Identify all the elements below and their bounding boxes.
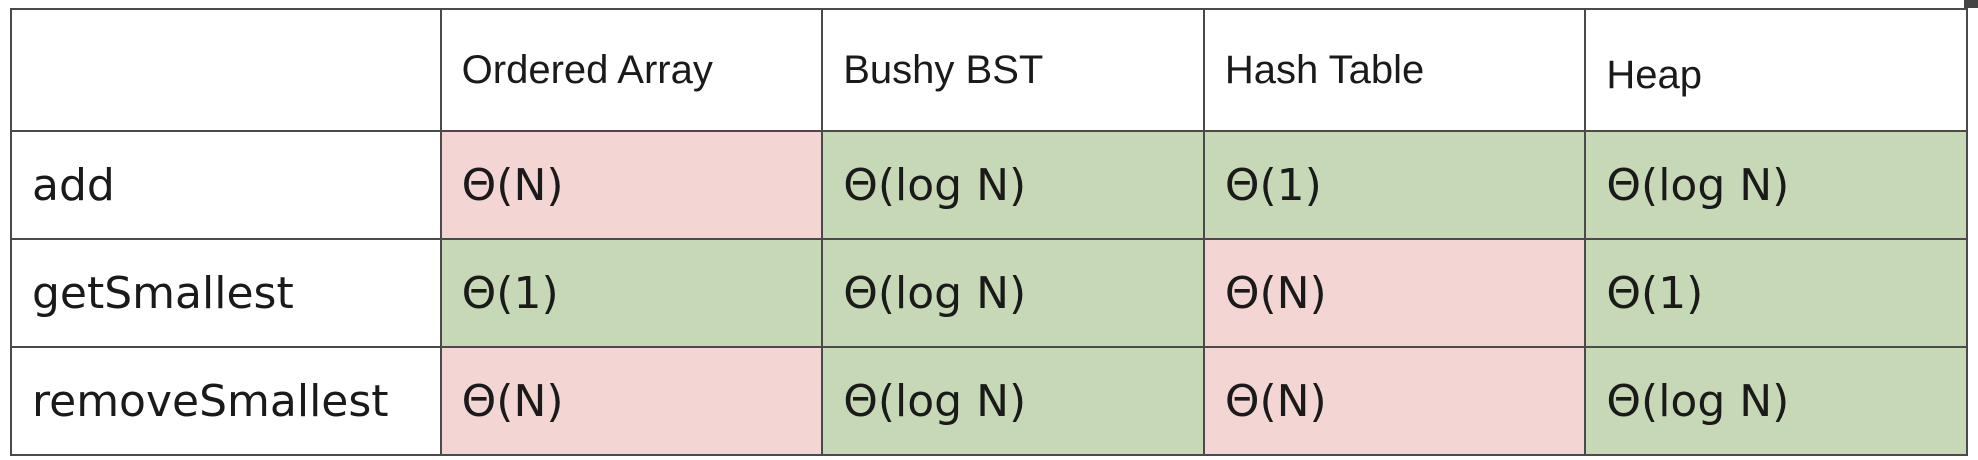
corner-header-cell bbox=[10, 8, 442, 132]
column-header-heap: Heap bbox=[1584, 8, 1968, 132]
cell-remove-smallest-bushy-bst: Θ(log N) bbox=[821, 346, 1205, 456]
cell-remove-smallest-ordered-array: Θ(N) bbox=[439, 346, 824, 456]
operation-label-add: add bbox=[10, 130, 442, 240]
cell-remove-smallest-hash-table: Θ(N) bbox=[1202, 346, 1587, 456]
cell-get-smallest-ordered-array: Θ(1) bbox=[439, 238, 824, 348]
operation-label-get-smallest: getSmallest bbox=[10, 238, 442, 348]
cell-add-ordered-array: Θ(N) bbox=[439, 130, 824, 240]
cell-remove-smallest-heap: Θ(log N) bbox=[1584, 346, 1968, 456]
column-header-hash-table: Hash Table bbox=[1202, 8, 1587, 132]
cell-add-heap: Θ(log N) bbox=[1584, 130, 1968, 240]
table-row-remove-smallest: removeSmallest Θ(N) Θ(log N) Θ(N) Θ(log … bbox=[10, 346, 1968, 456]
operation-label-remove-smallest: removeSmallest bbox=[10, 346, 442, 456]
corner-mark-icon bbox=[1964, 0, 1978, 8]
table-row-get-smallest: getSmallest Θ(1) Θ(log N) Θ(N) Θ(1) bbox=[10, 238, 1968, 348]
cell-get-smallest-bushy-bst: Θ(log N) bbox=[821, 238, 1205, 348]
column-header-bushy-bst: Bushy BST bbox=[821, 8, 1205, 132]
header-row: Ordered Array Bushy BST Hash Table Heap bbox=[10, 8, 1968, 132]
cell-get-smallest-heap: Θ(1) bbox=[1584, 238, 1968, 348]
column-header-ordered-array: Ordered Array bbox=[439, 8, 824, 132]
cell-add-bushy-bst: Θ(log N) bbox=[821, 130, 1205, 240]
table-row-add: add Θ(N) Θ(log N) Θ(1) Θ(log N) bbox=[10, 130, 1968, 240]
cell-get-smallest-hash-table: Θ(N) bbox=[1202, 238, 1587, 348]
cell-add-hash-table: Θ(1) bbox=[1202, 130, 1587, 240]
complexity-table: Ordered Array Bushy BST Hash Table Heap … bbox=[10, 8, 1968, 456]
